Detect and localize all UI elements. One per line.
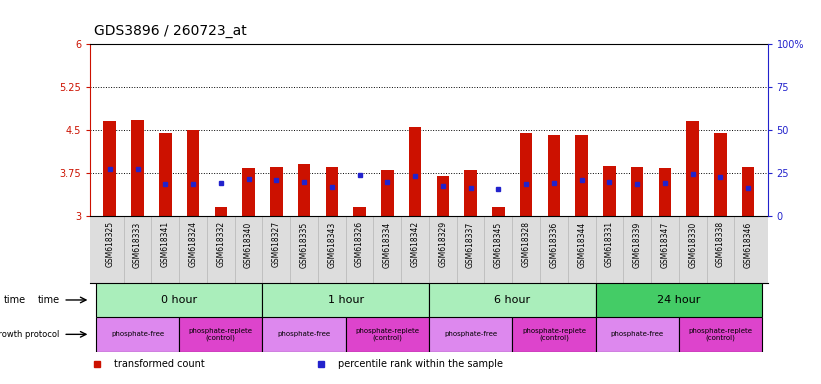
Bar: [298, 164, 310, 216]
Text: GSM618344: GSM618344: [577, 221, 586, 268]
Text: transformed count: transformed count: [114, 359, 204, 369]
Text: 1 hour: 1 hour: [328, 295, 364, 305]
Text: phosphate-replete
(control): phosphate-replete (control): [189, 328, 253, 341]
Text: GSM618327: GSM618327: [272, 221, 281, 267]
Text: 0 hour: 0 hour: [161, 295, 197, 305]
Bar: [679, 317, 762, 351]
Text: GSM618341: GSM618341: [161, 221, 170, 267]
Bar: [742, 167, 754, 216]
Bar: [686, 121, 699, 216]
Bar: [270, 167, 282, 216]
Bar: [409, 127, 421, 216]
Bar: [658, 169, 672, 216]
Text: phosphate-replete
(control): phosphate-replete (control): [522, 328, 586, 341]
Bar: [103, 121, 116, 216]
Bar: [520, 133, 532, 216]
Text: GSM618339: GSM618339: [633, 221, 642, 268]
Text: GSM618324: GSM618324: [189, 221, 198, 267]
Text: 24 hour: 24 hour: [657, 295, 700, 305]
Bar: [429, 283, 595, 317]
Bar: [96, 283, 263, 317]
Bar: [576, 135, 588, 216]
Text: phosphate-replete
(control): phosphate-replete (control): [355, 328, 420, 341]
Bar: [595, 283, 762, 317]
Text: time: time: [4, 295, 26, 305]
Text: GSM618343: GSM618343: [328, 221, 337, 268]
Text: GSM618340: GSM618340: [244, 221, 253, 268]
Bar: [242, 169, 255, 216]
Bar: [512, 317, 595, 351]
Text: GSM618331: GSM618331: [605, 221, 614, 267]
Text: GSM618346: GSM618346: [744, 221, 753, 268]
Bar: [548, 135, 560, 216]
Text: GSM618325: GSM618325: [105, 221, 114, 267]
Text: GSM618329: GSM618329: [438, 221, 447, 267]
Bar: [381, 170, 393, 216]
Bar: [326, 167, 338, 216]
Text: GSM618338: GSM618338: [716, 221, 725, 267]
Bar: [603, 166, 616, 216]
Text: GSM618334: GSM618334: [383, 221, 392, 268]
Bar: [131, 120, 144, 216]
Bar: [714, 133, 727, 216]
Text: phosphate-free: phosphate-free: [444, 331, 498, 337]
Bar: [186, 130, 200, 216]
Text: phosphate-replete
(control): phosphate-replete (control): [689, 328, 752, 341]
Text: GSM618345: GSM618345: [494, 221, 503, 268]
Text: GSM618326: GSM618326: [355, 221, 364, 267]
Text: GSM618336: GSM618336: [549, 221, 558, 268]
Text: GSM618347: GSM618347: [660, 221, 669, 268]
Bar: [631, 167, 644, 216]
Bar: [346, 317, 429, 351]
Text: GSM618330: GSM618330: [688, 221, 697, 268]
Bar: [429, 317, 512, 351]
Bar: [214, 207, 227, 216]
Text: GSM618328: GSM618328: [521, 221, 530, 267]
Bar: [437, 176, 449, 216]
Bar: [465, 170, 477, 216]
Text: GSM618333: GSM618333: [133, 221, 142, 268]
Bar: [263, 283, 429, 317]
Bar: [179, 317, 263, 351]
Bar: [353, 207, 366, 216]
Text: percentile rank within the sample: percentile rank within the sample: [337, 359, 502, 369]
Bar: [595, 317, 679, 351]
Bar: [159, 133, 172, 216]
Bar: [96, 317, 179, 351]
Text: GSM618335: GSM618335: [300, 221, 309, 268]
Text: GDS3896 / 260723_at: GDS3896 / 260723_at: [94, 25, 247, 38]
Text: GSM618332: GSM618332: [216, 221, 225, 267]
Text: 6 hour: 6 hour: [494, 295, 530, 305]
Text: phosphate-free: phosphate-free: [277, 331, 331, 337]
Text: GSM618337: GSM618337: [466, 221, 475, 268]
Text: growth protocol: growth protocol: [0, 330, 60, 339]
Bar: [263, 317, 346, 351]
Text: phosphate-free: phosphate-free: [111, 331, 164, 337]
Text: GSM618342: GSM618342: [410, 221, 420, 267]
Bar: [492, 207, 505, 216]
Text: phosphate-free: phosphate-free: [611, 331, 663, 337]
Text: time: time: [38, 295, 60, 305]
